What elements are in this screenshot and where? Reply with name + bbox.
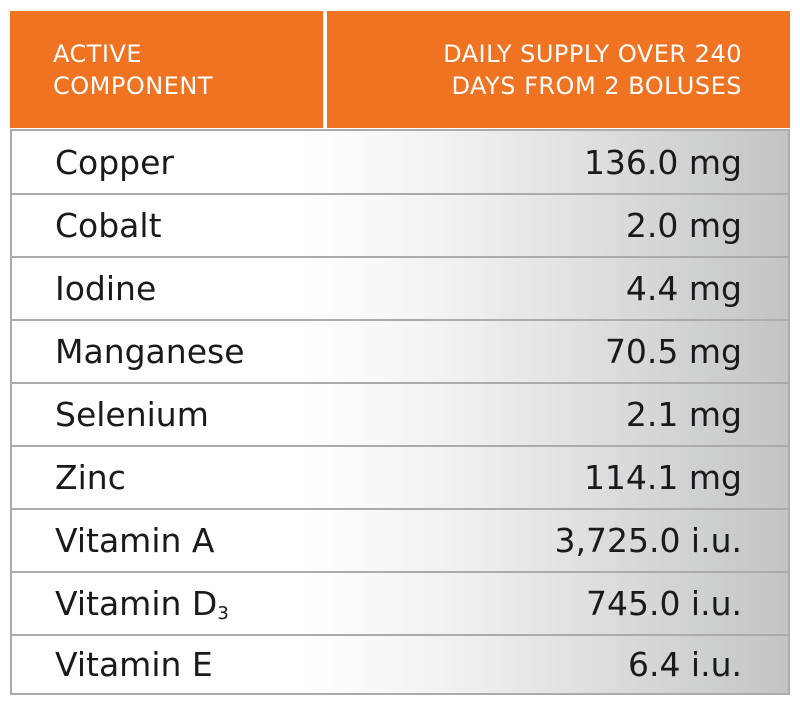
header-supply-line1: DAILY SUPPLY OVER 240 — [443, 39, 742, 68]
supply-value: 3,725.0 i.u. — [554, 521, 742, 560]
header-supply-line2: DAYS FROM 2 BOLUSES — [451, 71, 742, 100]
supply-value: 2.1 mg — [625, 395, 742, 434]
component-name: Selenium — [55, 395, 209, 434]
table-row: Iodine 4.4 mg — [12, 258, 788, 319]
component-name: Zinc — [55, 458, 126, 497]
component-name: Vitamin A — [55, 521, 215, 560]
component-name-subscript: 3 — [217, 602, 229, 624]
supply-value: 4.4 mg — [625, 269, 742, 308]
component-name: Vitamin E — [55, 645, 213, 684]
component-name: Vitamin D3 — [55, 584, 229, 624]
table-row: Manganese 70.5 mg — [12, 321, 788, 382]
table-row: Vitamin A 3,725.0 i.u. — [12, 510, 788, 571]
component-name: Iodine — [55, 269, 157, 308]
header-daily-supply: DAILY SUPPLY OVER 240 DAYS FROM 2 BOLUSE… — [327, 11, 790, 128]
table-row: Cobalt 2.0 mg — [12, 195, 788, 256]
supply-value: 745.0 i.u. — [585, 584, 742, 623]
header-component-line1: ACTIVE — [53, 39, 143, 68]
supply-value: 136.0 mg — [583, 142, 742, 182]
row-divider — [12, 571, 788, 573]
row-divider — [12, 319, 788, 321]
table-header: ACTIVE COMPONENT DAILY SUPPLY OVER 240 D… — [10, 11, 790, 128]
table-row: Copper 136.0 mg — [12, 131, 788, 193]
component-name: Cobalt — [55, 206, 162, 245]
supply-value: 2.0 mg — [625, 206, 742, 245]
component-name: Copper — [55, 142, 174, 182]
table-row: Selenium 2.1 mg — [12, 384, 788, 445]
row-divider — [12, 256, 788, 258]
row-divider — [12, 445, 788, 447]
table-body: Copper 136.0 mg Cobalt 2.0 mg Iodine 4.4… — [10, 129, 790, 695]
row-divider — [12, 634, 788, 636]
supply-value: 6.4 i.u. — [627, 645, 742, 684]
nutrient-table: ACTIVE COMPONENT DAILY SUPPLY OVER 240 D… — [10, 11, 790, 695]
supply-value: 70.5 mg — [604, 332, 742, 371]
row-divider — [12, 193, 788, 195]
header-divider — [323, 11, 327, 128]
component-name: Manganese — [55, 332, 245, 371]
table-row: Zinc 114.1 mg — [12, 447, 788, 508]
row-divider — [12, 382, 788, 384]
row-divider — [12, 508, 788, 510]
table-row: Vitamin D3 745.0 i.u. — [12, 573, 788, 634]
component-name-text: Vitamin D — [55, 583, 218, 623]
supply-value: 114.1 mg — [583, 458, 742, 497]
header-active-component: ACTIVE COMPONENT — [10, 11, 323, 128]
table-row: Vitamin E 6.4 i.u. — [12, 636, 788, 693]
header-component-line2: COMPONENT — [53, 71, 213, 100]
